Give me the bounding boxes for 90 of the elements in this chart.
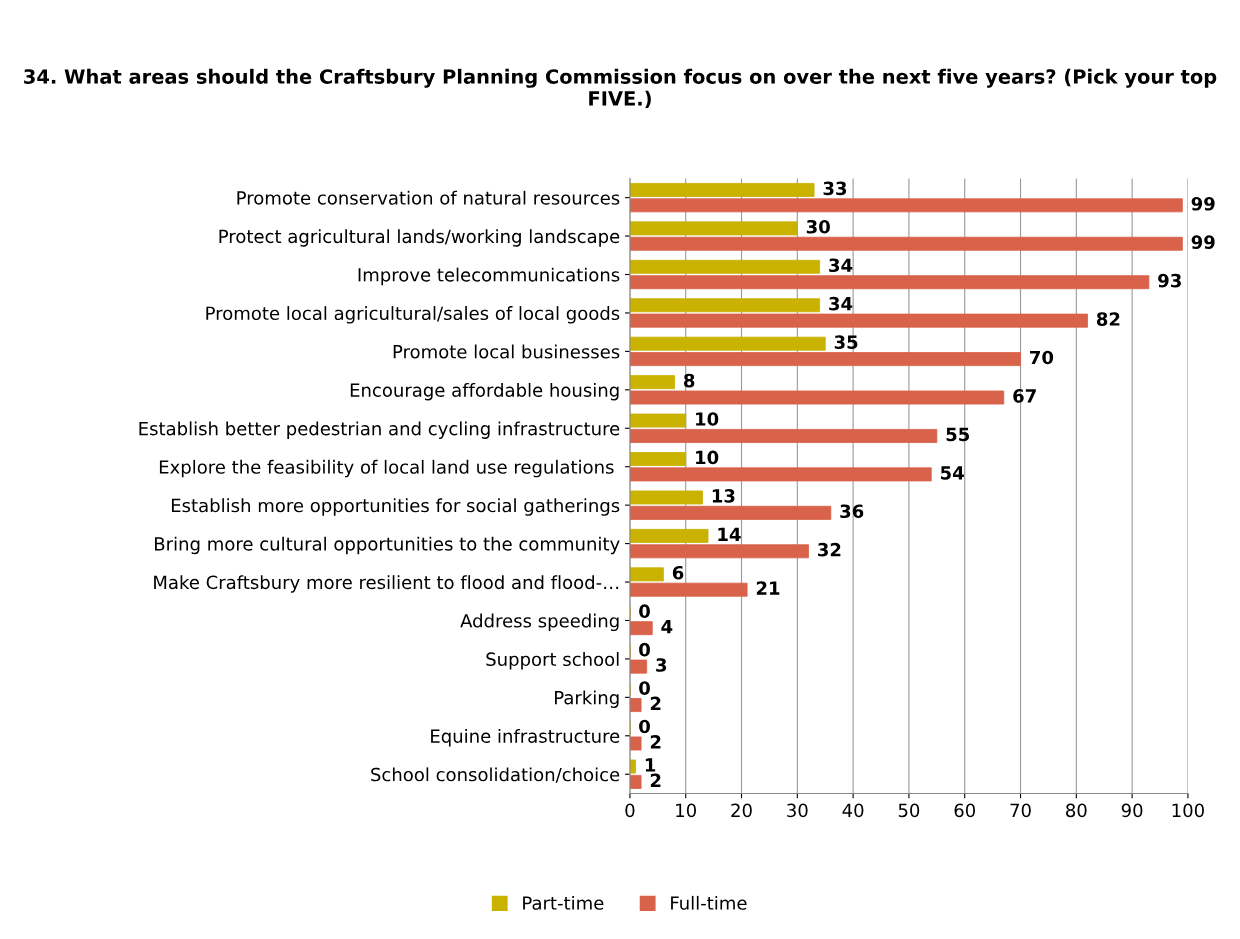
data-label: 8 <box>684 373 695 388</box>
data-label: 13 <box>712 489 735 503</box>
y-tick-label: Establish better pedestrian and cycling infrastructure <box>139 421 620 439</box>
data-label: 0 <box>639 604 650 619</box>
data-label: 30 <box>806 219 830 234</box>
bar <box>629 336 826 351</box>
bar <box>629 490 703 505</box>
bar <box>629 390 1005 405</box>
data-label: 14 <box>718 527 741 541</box>
bar <box>629 221 798 236</box>
chart-title: 34. What areas should the Craftsbury Planning Commission focus on over the next five years? (Pick your top FIVE.) <box>24 68 1217 109</box>
y-tick-label: Parking <box>555 690 619 708</box>
bar <box>629 505 832 520</box>
bar <box>629 544 809 559</box>
y-tick-label: Make Craftsbury more resilient to flood and flood-… <box>154 575 619 593</box>
data-label: 99 <box>1191 196 1215 211</box>
y-tick-label: Explore the feasibility of local land use regulations <box>159 459 614 478</box>
data-label: 99 <box>1191 235 1215 249</box>
y-tick-label: Support school <box>486 652 619 670</box>
data-label: 70 <box>1030 350 1054 365</box>
bar <box>629 413 687 428</box>
x-tick-label: 60 <box>954 803 976 818</box>
data-label: 34 <box>829 296 853 311</box>
y-tick-label: School consolidation/choice <box>371 767 620 783</box>
legend-label: Part-time <box>523 895 604 910</box>
data-label: 21 <box>756 581 780 595</box>
bar <box>629 429 938 443</box>
data-label: 2 <box>650 773 661 787</box>
data-label: 82 <box>1096 312 1120 326</box>
x-tick-label: 80 <box>1066 803 1087 818</box>
y-tick-label: Promote conservation of natural resources <box>237 190 620 205</box>
data-label: 1 <box>645 758 656 772</box>
x-tick-label: 10 <box>676 803 697 818</box>
data-label: 54 <box>940 466 964 480</box>
bar <box>629 236 1183 251</box>
x-tick-label: 90 <box>1121 803 1143 818</box>
bar <box>629 659 648 674</box>
y-tick-label: Promote local agricultural/sales of local goods <box>206 306 620 324</box>
data-label: 4 <box>661 619 673 634</box>
bar <box>629 759 636 774</box>
data-label: 10 <box>696 412 719 426</box>
bar <box>629 375 675 390</box>
data-label: 6 <box>672 565 684 580</box>
bar <box>629 774 642 789</box>
x-tick-label: 70 <box>1010 803 1031 818</box>
data-label: 2 <box>650 696 661 711</box>
bar <box>629 698 642 712</box>
bar <box>629 621 653 636</box>
bar <box>629 275 1150 290</box>
bar <box>629 582 748 597</box>
data-label: 3 <box>656 658 667 672</box>
data-label: 67 <box>1013 389 1036 403</box>
legend-label: Full-time <box>671 895 747 910</box>
x-tick-label: 30 <box>787 803 808 818</box>
bar <box>629 567 664 582</box>
data-label: 55 <box>946 427 970 442</box>
x-tick-label: 50 <box>898 803 920 818</box>
y-tick-label: Bring more cultural opportunities to the community <box>155 536 620 555</box>
bar <box>629 452 687 466</box>
bar <box>629 198 1183 213</box>
x-tick-label: 0 <box>625 803 635 818</box>
y-tick-label: Establish more opportunities for social gatherings <box>171 498 620 516</box>
data-label: 0 <box>639 642 650 657</box>
bar <box>629 259 821 274</box>
x-tick-label: 100 <box>1172 803 1204 818</box>
y-tick-label: Equine infrastructure <box>431 728 620 747</box>
bar <box>629 467 932 482</box>
data-label: 35 <box>834 335 858 349</box>
bar <box>629 352 1021 367</box>
y-tick-label: Promote local businesses <box>393 344 620 359</box>
data-label: 2 <box>650 735 661 749</box>
data-label: 0 <box>639 681 650 695</box>
y-tick-label: Protect agricultural lands/working landscape <box>219 229 620 247</box>
data-label: 36 <box>840 504 864 519</box>
bar <box>629 313 1088 328</box>
data-label: 34 <box>829 258 853 273</box>
y-tick-label: Address speeding <box>460 613 619 632</box>
data-label: 32 <box>818 542 841 557</box>
data-label: 93 <box>1158 273 1181 288</box>
y-tick-label: Encourage affordable housing <box>350 382 619 401</box>
bar <box>629 736 642 751</box>
y-tick-label: Improve telecommunications <box>358 267 620 286</box>
data-label: 33 <box>823 181 847 196</box>
bar <box>629 182 815 197</box>
data-label: 0 <box>639 719 650 734</box>
data-label: 10 <box>696 450 719 465</box>
x-tick-label: 40 <box>842 803 864 818</box>
x-tick-label: 20 <box>731 803 752 818</box>
bar <box>629 528 709 543</box>
bar <box>629 298 821 313</box>
